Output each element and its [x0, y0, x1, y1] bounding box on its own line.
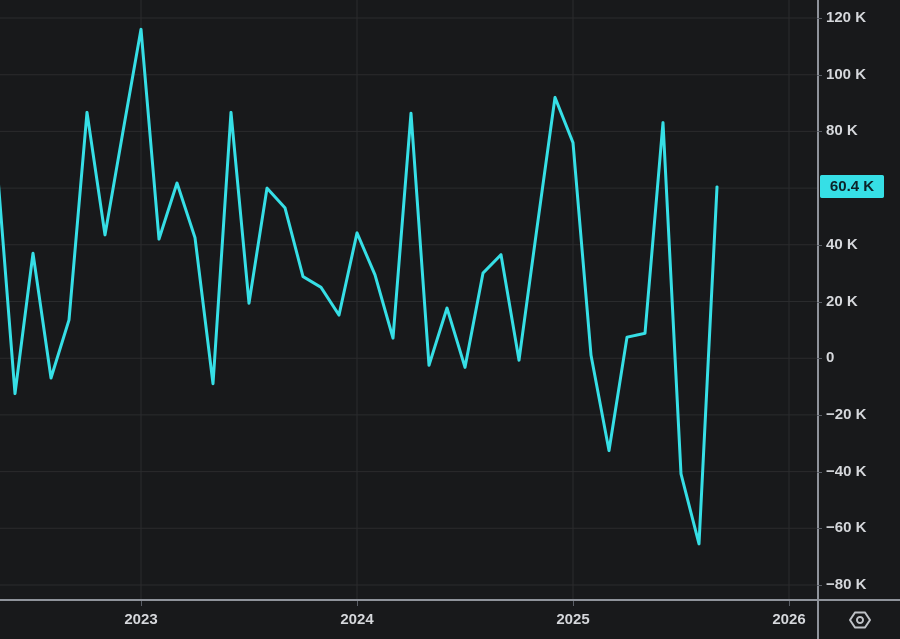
year-tick-mark — [357, 601, 358, 606]
price-tick-label: 0 — [826, 349, 835, 367]
year-tick-mark — [141, 601, 142, 606]
price-tick-label: 80 K — [826, 122, 858, 140]
year-tick-mark — [573, 601, 574, 606]
price-line-chart — [0, 0, 817, 600]
plot-area[interactable] — [0, 0, 817, 600]
price-tick-label: 120 K — [826, 9, 867, 26]
year-tick-mark — [789, 601, 790, 606]
price-tick-mark — [817, 244, 822, 246]
last-price-badge: 60.4 K — [820, 175, 884, 199]
price-tick-label: 100 K — [826, 65, 867, 83]
price-scale[interactable]: 60.4 K 120 K 100 K 80 K 40 K 20 K 0 −20 K −40 K… — [817, 0, 900, 599]
price-tick-mark — [817, 414, 822, 416]
year-label: 2026 — [772, 611, 806, 628]
hexagon-gear-icon — [847, 608, 873, 632]
price-tick-mark — [817, 585, 822, 586]
year-label: 2025 — [556, 611, 590, 628]
year-label: 2024 — [340, 611, 374, 628]
time-scale[interactable]: 2023 2024 2025 2026 — [0, 601, 817, 639]
time-axis-separator — [0, 599, 900, 601]
settings-button[interactable] — [845, 605, 875, 635]
price-tick-mark — [817, 131, 822, 133]
price-tick-label: 20 K — [826, 292, 858, 310]
price-tick-label: 40 K — [826, 235, 858, 253]
year-label: 2023 — [124, 611, 158, 628]
price-tick-mark — [817, 471, 822, 473]
price-tick-label: −60 K — [826, 519, 867, 537]
axis-corner — [819, 601, 900, 639]
price-tick-label: −80 K — [826, 576, 867, 593]
price-tick-mark — [817, 358, 822, 360]
price-tick-mark — [817, 74, 822, 76]
price-axis-separator — [817, 0, 819, 639]
price-tick-label: −20 K — [826, 405, 867, 423]
price-tick-label: −40 K — [826, 462, 867, 480]
price-tick-mark — [817, 18, 822, 19]
price-tick-mark — [817, 301, 822, 303]
price-line-series — [0, 27, 719, 546]
price-tick-mark — [817, 528, 822, 530]
